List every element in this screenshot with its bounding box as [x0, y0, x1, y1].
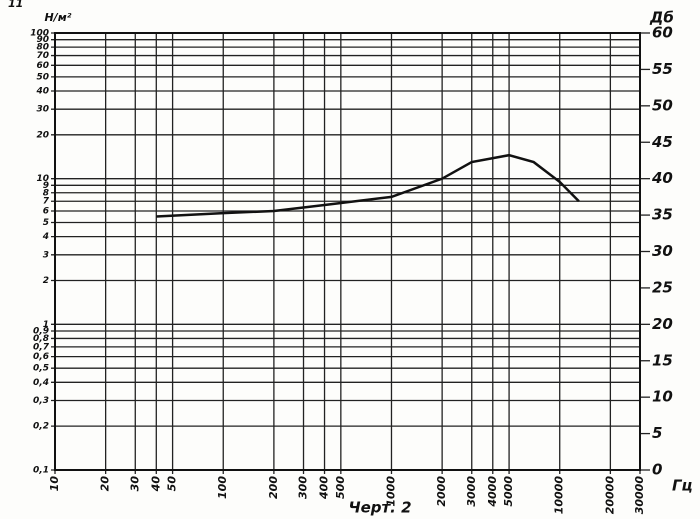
y-tick-label: 40 — [35, 86, 49, 96]
y-tick-label: 6 — [43, 206, 49, 216]
y-tick-label: 0,8 — [33, 334, 49, 344]
y-tick-label: 90 — [36, 35, 49, 45]
x-tick-label: 4000 — [486, 476, 499, 508]
x-tick-label: 10 — [48, 476, 61, 492]
y-tick-label: 9 — [43, 181, 49, 191]
y2-tick-label: 50 — [652, 96, 673, 114]
x-tick-label: 20 — [99, 476, 112, 492]
plot-frame — [54, 32, 641, 471]
y2-tick-label: 35 — [652, 206, 673, 224]
y-tick-label: 30 — [36, 105, 49, 115]
y-tick-label: 0,2 — [33, 422, 49, 432]
y-tick-label: 0,9 — [33, 326, 49, 336]
data-line — [156, 153, 580, 218]
y2-tick-label: 10 — [652, 388, 673, 406]
y-tick-label: 100 — [30, 29, 49, 39]
y2-tick-label: 40 — [651, 169, 673, 187]
y-tick-label: 0,3 — [33, 396, 49, 406]
x-tick-label: 10000 — [553, 476, 566, 515]
y-tick-label: 8 — [43, 188, 49, 198]
y2-tick-label: 45 — [651, 133, 673, 151]
x-tick-label: 30 — [128, 476, 141, 492]
y-tick-label: 80 — [36, 43, 49, 53]
y-tick-label: 20 — [36, 130, 49, 140]
y2-tick-label: 0 — [652, 461, 662, 479]
y-tick-label: 10 — [36, 174, 49, 184]
x-tick-label: 20000 — [603, 476, 616, 515]
y-tick-label: 60 — [36, 61, 49, 71]
x-tick-label: 300 — [297, 476, 310, 499]
x-tick-label: 40 — [149, 476, 162, 493]
y-tick-label: 0,4 — [33, 378, 49, 388]
x-tick-label: 100 — [216, 476, 229, 499]
y-tick-label: 3 — [43, 250, 49, 260]
y2-tick-label: 15 — [652, 351, 673, 369]
y-tick-label: 5 — [43, 218, 49, 228]
y-tick-label: 0,6 — [33, 352, 49, 362]
y-tick-label: 7 — [43, 197, 50, 207]
page-number: 11 — [8, 0, 23, 10]
y-tick-label: 0,5 — [33, 364, 49, 374]
y2-tick-label: 25 — [652, 278, 673, 296]
y-tick-label: 4 — [42, 232, 49, 242]
x-tick-label: 2000 — [435, 476, 448, 507]
y2-tick-label: 5 — [652, 424, 662, 442]
y-axis-unit: Н/м² — [44, 11, 71, 24]
y-tick-label: 1 — [43, 320, 49, 330]
x-tick-label: 3000 — [465, 476, 478, 507]
y2-tick-label: 20 — [652, 315, 673, 333]
x-tick-label: 200 — [267, 476, 280, 499]
y-tick-label: 50 — [36, 72, 49, 82]
y-tick-label: 2 — [43, 276, 49, 286]
y2-axis-unit: Дб — [649, 9, 674, 27]
x-tick-label: 50 — [166, 476, 179, 492]
x-axis-unit: Гц — [672, 477, 693, 495]
chart-title: Черт. 2 — [348, 499, 411, 517]
y-tick-label: 0,1 — [33, 466, 49, 476]
x-tick-label: 30000 — [633, 476, 646, 515]
x-tick-label: 1000 — [384, 476, 397, 507]
x-tick-label: 500 — [334, 476, 347, 499]
x-tick-label: 400 — [318, 476, 331, 500]
y-tick-label: 0,7 — [33, 342, 50, 352]
y2-tick-label: 60 — [652, 24, 673, 42]
x-tick-label: 5000 — [502, 476, 515, 507]
y2-tick-label: 30 — [652, 242, 673, 260]
y-tick-label: 70 — [36, 51, 49, 61]
y2-tick-label: 55 — [652, 60, 673, 78]
